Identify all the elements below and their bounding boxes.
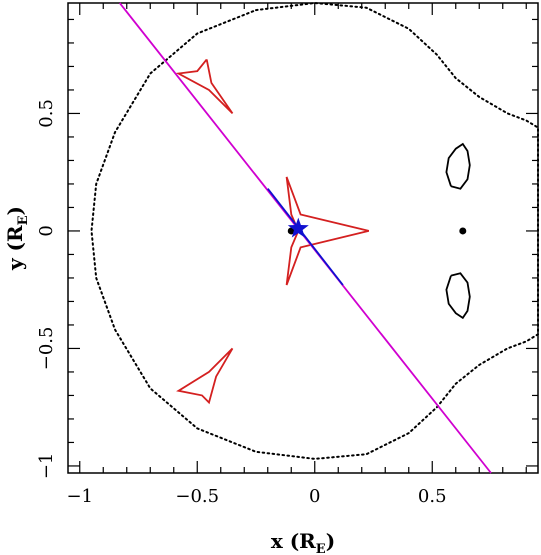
y-axis-label-close: ) <box>3 206 27 215</box>
lens-point-2 <box>459 227 467 235</box>
y-axis-label: y (RE) <box>3 206 31 271</box>
plot-curves <box>90 1 539 474</box>
y-tick-label: −1 <box>36 453 57 480</box>
plot-frame <box>67 2 539 474</box>
x-tick-label: −0.5 <box>175 486 219 507</box>
critical-curve-upper <box>445 142 471 190</box>
critical-curve-lower <box>445 272 471 320</box>
y-axis-label-main: y (R <box>3 225 27 271</box>
y-tick-label: 0 <box>36 225 57 236</box>
x-tick-label: 0 <box>309 486 320 507</box>
y-tick-label: −0.5 <box>36 327 57 371</box>
caustic-central <box>285 176 370 286</box>
y-axis-ticks: −1 −0.5 0 0.5 <box>36 18 538 480</box>
caustic-upper <box>175 58 234 115</box>
x-axis-ticks: −1 −0.5 0 0.5 <box>66 3 527 507</box>
caustic-lower <box>176 347 234 405</box>
source-star-marker <box>287 217 309 238</box>
x-tick-label: −1 <box>66 486 93 507</box>
critical-curve-outer <box>90 1 539 460</box>
y-axis-label-subscript: E <box>16 215 31 225</box>
x-axis-label-subscript: E <box>316 542 326 555</box>
x-axis-label-close: ) <box>326 529 335 553</box>
y-tick-label: 0.5 <box>36 99 57 128</box>
x-axis-label: x (RE) <box>271 529 335 555</box>
x-axis-label-main: x (R <box>271 529 316 553</box>
x-tick-label: 0.5 <box>418 486 447 507</box>
source-trajectory-segment <box>267 188 344 286</box>
